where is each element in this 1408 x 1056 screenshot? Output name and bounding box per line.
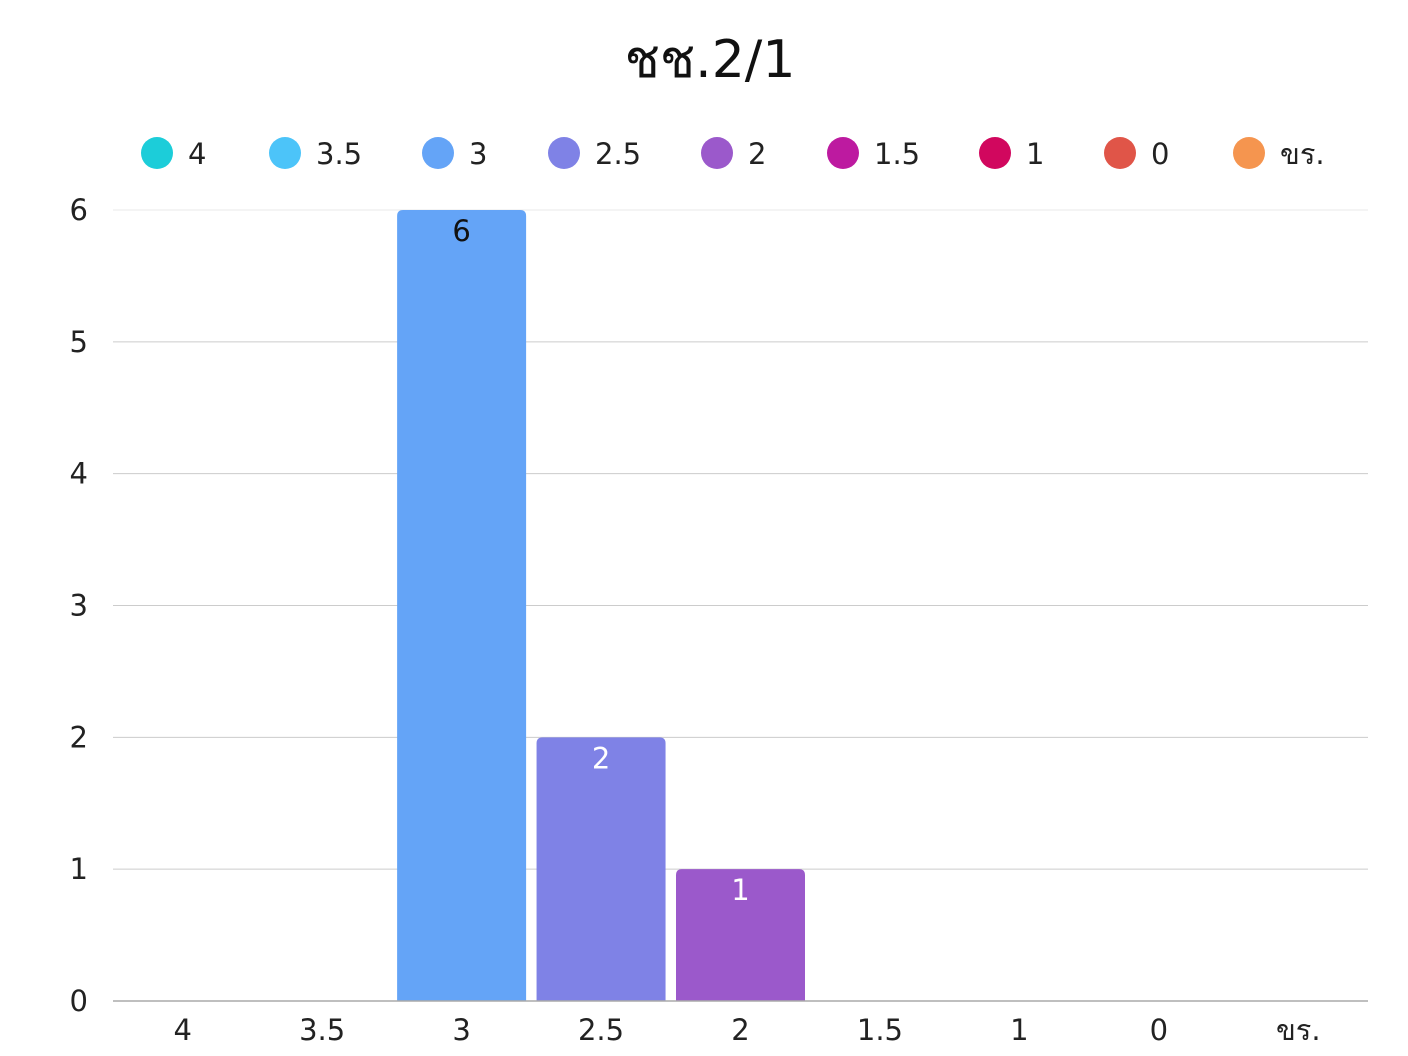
gridlines	[113, 209, 1368, 870]
bar-value-label: 1	[731, 873, 749, 907]
legend-label: 1	[1026, 137, 1044, 171]
legend-swatch	[1233, 137, 1265, 169]
y-tick-label: 6	[70, 193, 88, 227]
x-tick-label: 1.5	[857, 1013, 903, 1047]
legend-item-7: 1	[979, 137, 1044, 171]
legend-swatch	[827, 137, 859, 169]
bar-labels: 6 2 1	[452, 214, 749, 907]
x-tick-label: 2	[731, 1013, 749, 1047]
legend-item-8: 0	[1104, 137, 1169, 171]
legend-item-1: 4	[141, 137, 206, 171]
bars	[397, 210, 805, 1001]
y-tick-label: 4	[70, 457, 88, 491]
legend-label: 1.5	[874, 137, 920, 171]
chart-title: ชช.2/1	[625, 30, 796, 90]
x-tick-label: 3	[452, 1013, 470, 1047]
legend-item-2: 3.5	[269, 137, 362, 171]
legend-label: 2	[748, 137, 766, 171]
legend-swatch	[141, 137, 173, 169]
x-tick-label: 4	[173, 1013, 191, 1047]
legend-swatch	[701, 137, 733, 169]
legend-label: 3.5	[316, 137, 362, 171]
legend-swatch	[979, 137, 1011, 169]
legend-item-6: 1.5	[827, 137, 920, 171]
x-tick-label: 2.5	[578, 1013, 624, 1047]
legend-item-4: 2.5	[548, 137, 641, 171]
bar-2.5	[536, 737, 666, 1001]
legend-swatch	[269, 137, 301, 169]
legend-swatch	[1104, 137, 1136, 169]
legend-item-5: 2	[701, 137, 766, 171]
legend-label: 2.5	[595, 137, 641, 171]
legend-swatch	[422, 137, 454, 169]
x-tick-label: 1	[1010, 1013, 1028, 1047]
y-tick-label: 2	[70, 720, 88, 754]
y-tick-label: 3	[70, 589, 88, 623]
legend-label: ขร.	[1280, 137, 1325, 171]
bar-2	[676, 869, 805, 1001]
y-tick-label: 5	[70, 325, 88, 359]
x-tick-label: 3.5	[299, 1013, 345, 1047]
legend-item-9: ขร.	[1233, 137, 1325, 171]
x-tick-label: 0	[1150, 1013, 1168, 1047]
bar-value-label: 6	[452, 214, 470, 248]
bar-3	[397, 210, 527, 1001]
legend-label: 0	[1151, 137, 1169, 171]
y-tick-label: 0	[70, 984, 88, 1018]
x-axis: 4 3.5 3 2.5 2 1.5 1 0 ขร.	[113, 1000, 1368, 1047]
legend-swatch	[548, 137, 580, 169]
legend-label: 4	[188, 137, 206, 171]
legend-label: 3	[469, 137, 487, 171]
bar-value-label: 2	[592, 741, 610, 775]
y-axis: 0 1 2 3 4 5 6	[70, 193, 88, 1018]
y-tick-label: 1	[70, 852, 88, 886]
x-tick-label: ขร.	[1276, 1013, 1321, 1047]
legend: 4 3.5 3 2.5 2 1.5 1 0 ขร.	[141, 137, 1325, 171]
legend-item-3: 3	[422, 137, 487, 171]
